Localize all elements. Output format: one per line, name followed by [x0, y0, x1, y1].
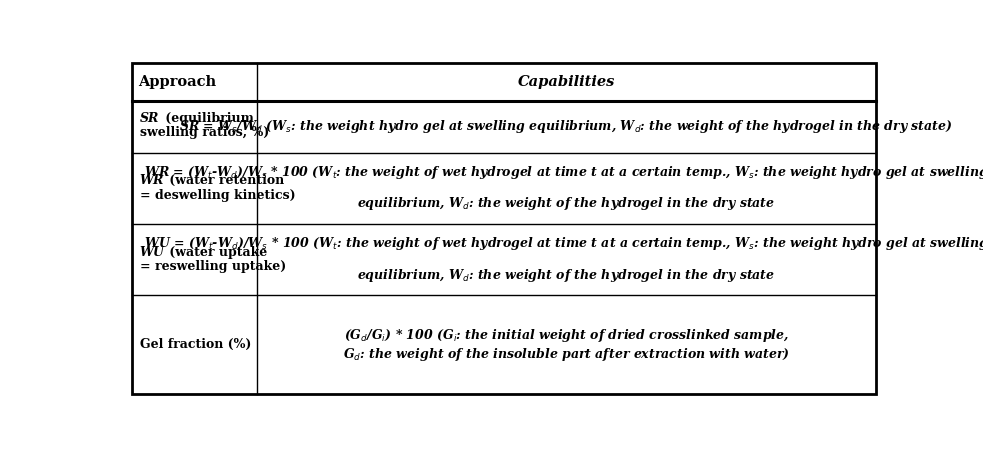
Text: swelling ratios, %): swelling ratios, %): [140, 125, 269, 139]
Text: = deswelling kinetics): = deswelling kinetics): [140, 189, 295, 202]
Text: WU = (W$_t$-W$_d$)/W$_s$ * 100 (W$_t$: the weight of wet hydrogel at time t at a: WU = (W$_t$-W$_d$)/W$_s$ * 100 (W$_t$: t…: [144, 235, 983, 252]
Text: (equilibrium: (equilibrium: [161, 112, 254, 125]
Text: WR: WR: [140, 174, 164, 188]
Text: = reswelling uptake): = reswelling uptake): [140, 260, 286, 273]
Text: Capabilities: Capabilities: [518, 75, 615, 89]
Text: SR: SR: [140, 112, 159, 125]
Text: G$_d$: the weight of the insoluble part after extraction with water): G$_d$: the weight of the insoluble part …: [343, 346, 789, 363]
Text: (water retention: (water retention: [165, 174, 284, 188]
Text: SR = W$_s$/W$_d$ (W$_s$: the weight hydro gel at swelling equilibrium, W$_d$: th: SR = W$_s$/W$_d$ (W$_s$: the weight hydr…: [180, 118, 954, 135]
Text: (water uptake: (water uptake: [165, 246, 267, 259]
Text: Approach: Approach: [138, 75, 216, 89]
Text: WR = (W$_t$-W$_d$)/W$_s$ * 100 (W$_t$: the weight of wet hydrogel at time t at a: WR = (W$_t$-W$_d$)/W$_s$ * 100 (W$_t$: t…: [144, 164, 983, 181]
Text: WU: WU: [140, 246, 164, 259]
Text: Gel fraction (%): Gel fraction (%): [140, 338, 251, 351]
Text: (G$_d$/G$_i$) * 100 (G$_i$: the initial weight of dried crosslinked sample,: (G$_d$/G$_i$) * 100 (G$_i$: the initial …: [344, 327, 788, 344]
Text: equilibrium, W$_d$: the weight of the hydrogel in the dry state: equilibrium, W$_d$: the weight of the hy…: [357, 195, 776, 212]
Text: equilibrium, W$_d$: the weight of the hydrogel in the dry state: equilibrium, W$_d$: the weight of the hy…: [357, 266, 776, 284]
